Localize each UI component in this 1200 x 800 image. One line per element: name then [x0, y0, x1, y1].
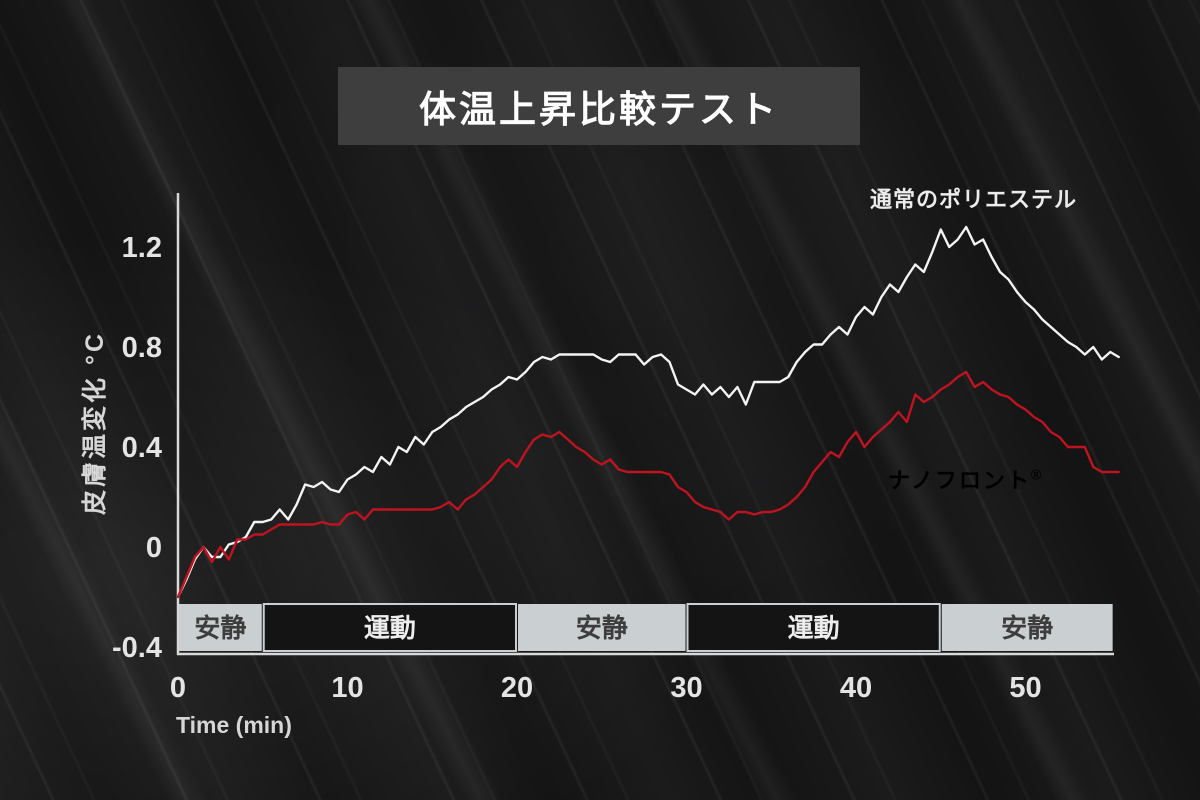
- activity-band-rest: [179, 604, 262, 651]
- axis-lines: [176, 193, 1114, 656]
- y-tick-label: 0.8: [122, 332, 162, 364]
- series-label-polyester: 通常のポリエステル: [870, 187, 1078, 212]
- series-nanofront-line: [176, 370, 1120, 599]
- y-tick-label: 0.4: [122, 432, 162, 464]
- y-tick-label: -0.4: [112, 632, 162, 664]
- activity-band-rest: [941, 604, 1113, 651]
- activity-band-label: 安静: [576, 613, 628, 643]
- activity-band-rest: [518, 604, 686, 651]
- chart-title: 体温上昇比較テスト: [419, 89, 779, 130]
- y-tick-label: 0: [146, 532, 162, 564]
- series-polyester-line: [176, 225, 1120, 599]
- activity-band-label: 運動: [788, 613, 840, 643]
- series-label-nanofront-text: ナノフロント: [888, 468, 1031, 493]
- registered-trademark-symbol: ®: [1030, 466, 1044, 483]
- x-tick-label: 20: [501, 672, 533, 704]
- x-tick-label: 40: [840, 672, 872, 704]
- activity-band-exercise: [262, 603, 517, 652]
- x-tick-label: 50: [1009, 672, 1041, 704]
- activity-band-exercise: [686, 603, 941, 652]
- activity-band-label: 安静: [194, 613, 246, 643]
- series-label-nanofront: ナノフロント®: [888, 463, 1043, 495]
- activity-band-label: 安静: [1001, 613, 1053, 643]
- x-tick-label: 30: [670, 672, 702, 704]
- x-tick-label: 0: [170, 672, 186, 704]
- activity-band-label: 運動: [364, 613, 416, 643]
- y-tick-label: 1.2: [122, 232, 162, 264]
- chart-title-box: 体温上昇比較テスト: [338, 67, 860, 145]
- x-tick-label: 10: [331, 672, 363, 704]
- x-axis-label: Time (min): [176, 712, 292, 738]
